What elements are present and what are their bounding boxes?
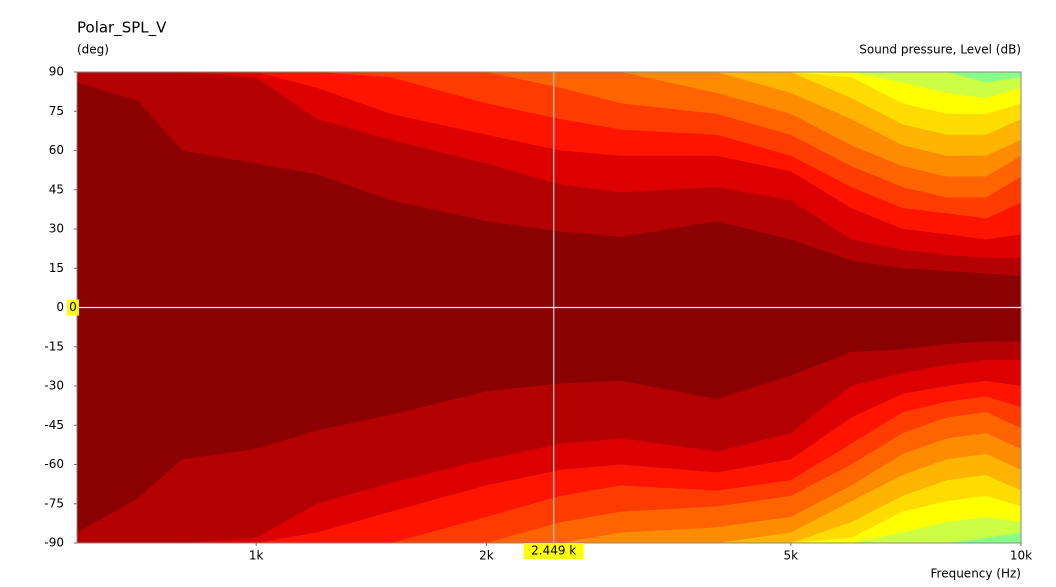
cursor-y-label-bg [67,299,79,316]
y-tick-label: 0 [56,300,64,314]
cursor-x-label-bg [523,543,584,559]
y-tick-label: 45 [49,182,64,196]
y-tick-label: -15 [44,339,64,353]
colorbar-label: Sound pressure, Level (dB) [859,43,1021,57]
x-tick-label: 5k [783,549,798,563]
x-tick-label: 2k [479,549,494,563]
y-tick-label: -45 [44,418,64,432]
y-tick-label: 75 [49,104,64,118]
y-tick-label: 30 [49,222,64,236]
y-tick-label: 60 [49,143,64,157]
x-axis-label: Frequency (Hz) [931,567,1022,581]
y-tick-label: -60 [44,457,64,471]
y-tick-label: -30 [44,379,64,393]
cursor-y-label: 0 [69,300,77,314]
chart-title: Polar_SPL_V [77,19,167,38]
y-tick-label: -90 [44,536,64,550]
x-tick-label: 10k [1010,549,1032,563]
y-tick-label: -75 [44,496,64,510]
cursor-x-label: 2.449 k [531,544,576,558]
y-axis-label: (deg) [77,43,109,57]
x-tick-label: 1k [249,549,264,563]
y-tick-label: 90 [49,65,64,79]
y-tick-label: 15 [49,261,64,275]
